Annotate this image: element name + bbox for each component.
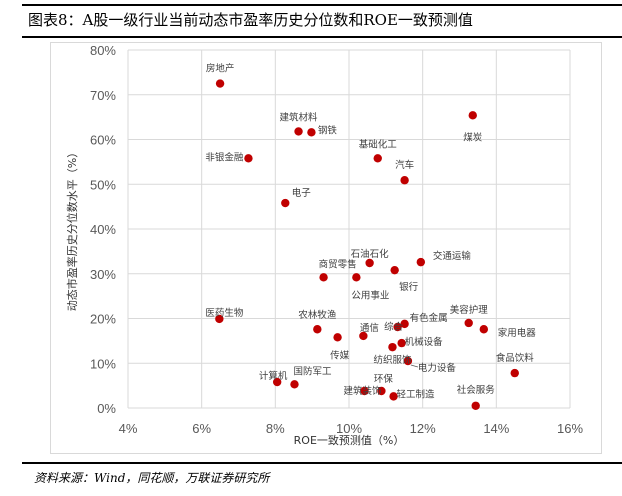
data-point [471, 401, 480, 410]
data-point [393, 322, 402, 332]
data-point [389, 392, 398, 401]
title-bottom-rule [22, 36, 622, 38]
point-label: 医药生物 [205, 307, 244, 319]
data-point [388, 342, 397, 352]
data-point [281, 198, 290, 208]
data-point [416, 257, 426, 267]
point-label: 纺织服饰 [373, 354, 411, 366]
y-tick-label: 70% [90, 88, 116, 103]
point-label: 环保 [374, 373, 394, 385]
point-label: 食品饮料 [496, 352, 535, 364]
point-label: 家用电器 [498, 327, 537, 339]
data-point [360, 386, 369, 396]
top-rule [22, 4, 622, 6]
x-tick-label: 4% [119, 421, 138, 436]
point-label: 美容护理 [450, 304, 489, 316]
x-axis-label: ROE一致预测值（%） [294, 433, 405, 447]
data-point [294, 127, 303, 136]
chart-frame [50, 42, 602, 454]
x-tick-label: 6% [192, 421, 211, 436]
data-points [215, 79, 519, 410]
tick-labels: 4% 6% 8% 10% 12% 14% 16% 0% 10% 20% 30% 40% 50% 60% 70… [90, 43, 583, 436]
gridlines [127, 49, 571, 409]
point-label: 社会服务 [457, 384, 496, 396]
point-label: 石油石化 [351, 248, 390, 260]
point-label: 银行 [399, 281, 419, 293]
source-note: 资料来源：Wind，同花顺，万联证券研究所 [34, 471, 270, 485]
data-point [352, 273, 361, 282]
data-point [397, 338, 406, 348]
point-label: 计算机 [259, 370, 288, 382]
y-tick-label: 40% [90, 222, 116, 237]
point-label: 建筑材料 [280, 111, 319, 123]
data-point [510, 368, 519, 378]
data-point [359, 331, 368, 341]
data-point [400, 176, 409, 185]
point-label: 房地产 [206, 63, 235, 75]
point-label: 汽车 [395, 159, 414, 171]
point-label: 非银金融 [205, 151, 244, 163]
y-tick-label: 30% [90, 267, 116, 282]
point-label: 有色金属 [410, 312, 448, 324]
point-label: 电力设备 [418, 362, 457, 374]
point-label: 通信 [360, 322, 379, 334]
y-tick-label: 60% [90, 133, 116, 148]
point-label: 建筑装饰 [343, 385, 381, 397]
point-label: 公用事业 [351, 289, 389, 301]
x-tick-label: 8% [266, 421, 285, 436]
data-point [468, 111, 477, 120]
data-point [215, 314, 224, 324]
point-label: 交通运输 [433, 250, 472, 262]
point-label: 综合 [384, 321, 404, 333]
data-point [365, 258, 374, 268]
point-label: 国防军工 [293, 365, 332, 377]
data-point [272, 377, 282, 387]
y-tick-label: 20% [90, 312, 116, 327]
point-label: 电子 [292, 187, 312, 199]
data-point [464, 318, 473, 328]
data-point [479, 325, 489, 334]
data-point [333, 333, 342, 342]
point-label: 煤炭 [463, 131, 483, 143]
y-tick-label: 10% [90, 356, 116, 371]
point-label: 钢铁 [318, 124, 338, 136]
x-tick-label: 14% [483, 421, 509, 436]
leader-line [410, 364, 419, 368]
x-tick-label: 10% [336, 421, 362, 436]
data-point [403, 356, 413, 366]
data-point [313, 325, 322, 334]
point-label: 轻工制造 [397, 388, 436, 400]
y-axis-label: 动态市盈率历史分位数水平（%） [65, 147, 79, 311]
data-point [390, 265, 399, 275]
data-point [319, 273, 328, 282]
y-tick-label: 50% [90, 177, 116, 192]
data-point [215, 79, 225, 88]
x-tick-label: 12% [410, 421, 436, 436]
point-label: 传媒 [330, 349, 350, 361]
data-point [377, 386, 386, 396]
data-point [373, 154, 382, 163]
data-point [244, 154, 253, 163]
x-tick-label: 16% [557, 421, 583, 436]
data-point [400, 319, 409, 329]
point-label: 商贸零售 [319, 258, 357, 270]
point-label: 基础化工 [359, 138, 398, 150]
y-tick-label: 80% [90, 43, 116, 58]
data-point [307, 128, 316, 137]
point-label: 农林牧渔 [298, 309, 337, 321]
y-tick-label: 0% [97, 401, 116, 416]
point-label: 机械设备 [405, 336, 444, 348]
source-top-rule [22, 462, 622, 464]
figure-title: 图表8：A股一级行业当前动态市盈率历史分位数和ROE一致预测值 [28, 11, 473, 29]
data-point [290, 380, 299, 389]
